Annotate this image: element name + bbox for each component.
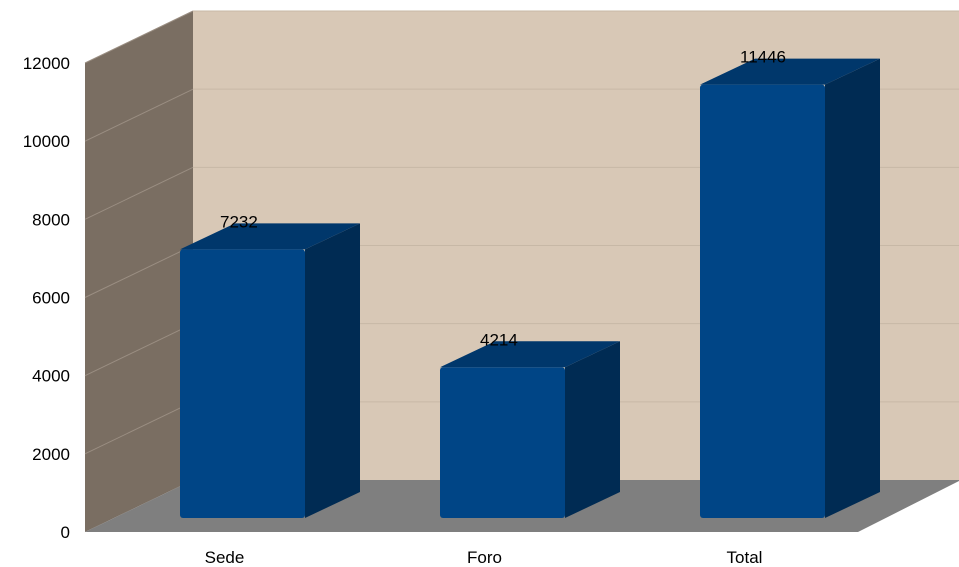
x-tick-label: Total — [727, 548, 763, 567]
y-tick-label: 0 — [61, 523, 70, 542]
x-axis: Sede Foro Total — [205, 548, 763, 567]
y-tick-label: 8000 — [32, 210, 70, 229]
data-label: 7232 — [220, 212, 258, 231]
data-label: 11446 — [740, 48, 786, 67]
x-tick-label: Foro — [467, 548, 502, 567]
bars — [180, 58, 880, 519]
x-tick-label: Sede — [205, 548, 245, 567]
data-labels: 7232 4214 11446 — [220, 48, 786, 350]
bar-side — [565, 341, 620, 518]
y-tick-label: 12000 — [23, 54, 70, 73]
y-tick-label: 4000 — [32, 367, 70, 386]
y-tick-label: 6000 — [32, 289, 70, 308]
y-tick-label: 2000 — [32, 445, 70, 464]
bar-side — [305, 223, 360, 518]
side-gridline — [84, 245, 194, 298]
y-tick-label: 10000 — [23, 132, 70, 151]
bar-sede — [180, 223, 360, 518]
side-gridline — [84, 10, 194, 64]
side-gridline — [84, 88, 194, 142]
data-label: 4214 — [480, 330, 518, 349]
side-gridline — [84, 323, 194, 377]
bar-front — [440, 367, 565, 518]
y-axis: 0 2000 4000 6000 8000 10000 12000 — [23, 54, 70, 542]
bar-front — [180, 249, 305, 518]
bar-top — [440, 341, 620, 368]
side-gridline — [84, 166, 194, 220]
bar-side — [825, 58, 880, 519]
bar-total — [700, 58, 880, 519]
bar-top — [180, 223, 360, 250]
bar-foro — [440, 341, 620, 518]
side-gridline — [84, 401, 194, 455]
bar-front — [700, 84, 825, 519]
bar-top — [700, 58, 880, 85]
